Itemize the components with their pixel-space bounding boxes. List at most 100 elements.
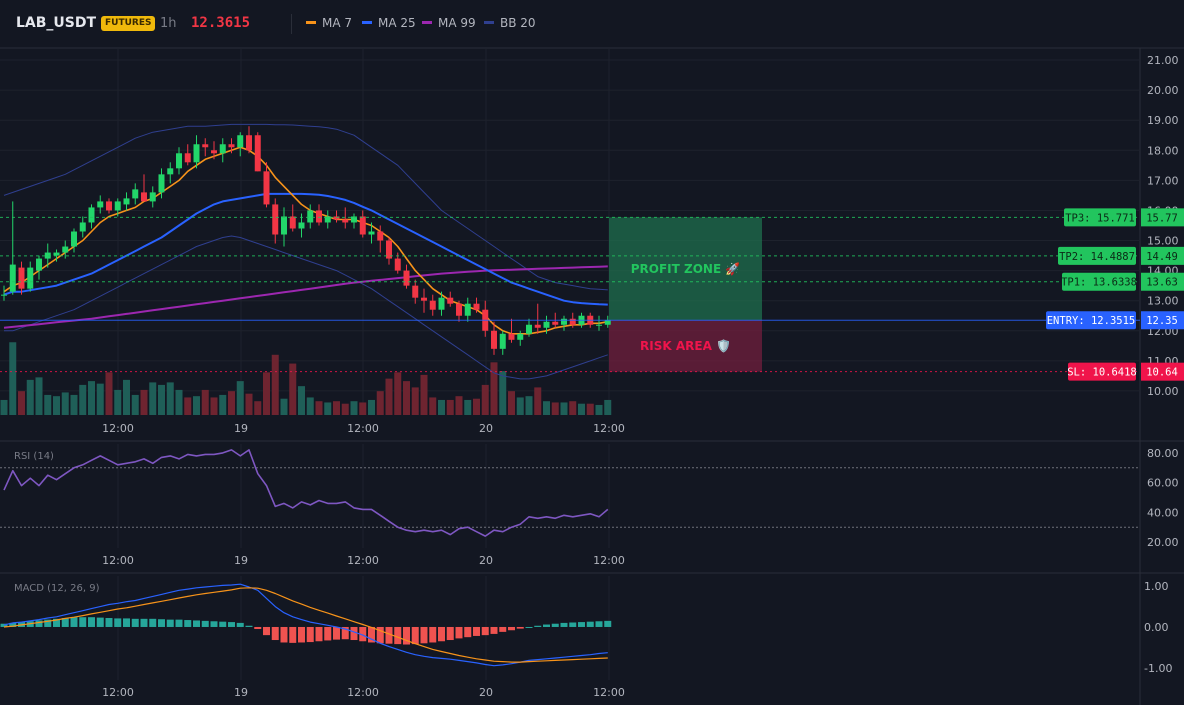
volume-bar xyxy=(525,396,533,415)
sl-label-box xyxy=(1068,362,1136,381)
macd-histogram-bar xyxy=(551,623,559,627)
macd-histogram-bar xyxy=(210,621,218,627)
ma25-swatch xyxy=(362,21,372,24)
price-tags[interactable]: TP3: 15.771 15.77 TP2: 14.4887 14.49 TP1: 13… xyxy=(1046,208,1184,381)
volume-bar xyxy=(341,403,349,415)
legend-ma99[interactable]: MA 99 xyxy=(422,16,476,30)
candle-body xyxy=(246,135,252,151)
volume-bar xyxy=(455,396,463,415)
chart-header: LAB_USDT FUTURES 1h 12.3615 MA 7 MA 25 M… xyxy=(0,0,1184,48)
tp2-axis-label: 14.49 xyxy=(1146,251,1178,263)
candle-body xyxy=(368,231,375,235)
moving-averages xyxy=(3,146,608,335)
macd-histogram-bar xyxy=(586,621,594,627)
tp1-label: TP1: 13.6338 xyxy=(1061,277,1137,289)
volume-bar xyxy=(210,397,218,415)
legend-ma25-label: MA 25 xyxy=(378,16,416,30)
candle-body xyxy=(491,330,497,349)
candle-body xyxy=(569,318,576,325)
symbol-name[interactable]: LAB_USDT xyxy=(16,15,97,31)
volume-bar xyxy=(201,389,209,415)
volume-bar xyxy=(61,392,69,415)
macd-histogram-bar xyxy=(79,617,87,627)
volume-bar xyxy=(464,399,472,415)
candlesticks[interactable] xyxy=(1,126,611,355)
volume-bar xyxy=(438,399,445,415)
volume-bar xyxy=(394,372,402,415)
time-tick-label: 12:00 xyxy=(593,422,625,435)
candle-body xyxy=(71,231,77,247)
volume-bar xyxy=(140,389,148,415)
macd-histogram-bar xyxy=(280,626,288,643)
rsi-tick-label: 80.00 xyxy=(1147,447,1179,460)
price-tick-label: 20.00 xyxy=(1147,84,1179,97)
volume-bar xyxy=(534,387,542,415)
price-tick-label: 19.00 xyxy=(1147,114,1179,127)
tp3-axis-label: 15.77 xyxy=(1146,212,1178,224)
volume-bar xyxy=(368,399,375,415)
volume-bar xyxy=(481,384,489,415)
macd-histogram-bar xyxy=(508,626,515,631)
bollinger-bands xyxy=(3,123,608,380)
volume-bar xyxy=(376,391,384,415)
time-tick-label: 12:00 xyxy=(347,554,379,567)
macd-histogram-bar xyxy=(245,625,253,627)
candle-body xyxy=(298,222,305,229)
legend-bb20[interactable]: BB 20 xyxy=(484,16,536,30)
volume-bar xyxy=(324,402,332,415)
price-tick-label: 21.00 xyxy=(1147,54,1179,67)
volume-bar xyxy=(280,398,288,415)
time-tick-label: 19 xyxy=(234,554,248,567)
tp3-label-box xyxy=(1064,208,1136,227)
risk-area-label: RISK AREA 🛡️ xyxy=(640,339,731,353)
macd-histogram-bar xyxy=(70,617,78,627)
volume-bar xyxy=(53,396,60,415)
volume-bar xyxy=(254,401,262,415)
volume-bar xyxy=(508,391,515,415)
candle-body xyxy=(421,297,427,301)
macd-histogram-bar xyxy=(0,623,8,627)
volume-bar xyxy=(9,342,17,415)
time-tick-label: 20 xyxy=(479,686,493,699)
volume-bar xyxy=(403,381,410,415)
volume-bar xyxy=(123,379,130,415)
volume-bar xyxy=(184,397,192,415)
candle-body xyxy=(27,267,34,289)
ma7-swatch xyxy=(306,21,316,24)
macd-histogram-bar xyxy=(166,619,174,627)
macd-tick-label: -1.00 xyxy=(1144,662,1172,675)
candle-body xyxy=(604,319,611,325)
macd-histogram-bar xyxy=(543,624,550,627)
legend-ma7[interactable]: MA 7 xyxy=(306,16,352,30)
candle-body xyxy=(53,252,60,256)
candle-body xyxy=(106,201,112,211)
macd-histogram-bar xyxy=(376,626,384,644)
candle-body xyxy=(193,144,200,163)
volume-bar xyxy=(298,386,305,415)
tp3-label: TP3: 15.771 xyxy=(1065,212,1135,224)
futures-badge: FUTURES xyxy=(101,16,156,31)
legend-ma25[interactable]: MA 25 xyxy=(362,16,416,30)
volume-bar xyxy=(490,362,498,415)
candle-body xyxy=(316,210,322,223)
candle-body xyxy=(263,171,270,205)
volume-bar xyxy=(446,399,454,415)
volume-bar xyxy=(263,372,270,415)
entry-axis-box xyxy=(1141,311,1184,330)
ma25-line xyxy=(3,192,608,306)
volume-bar xyxy=(411,387,419,415)
candle-body xyxy=(508,333,515,340)
ma99-swatch xyxy=(422,21,432,24)
volume-bar xyxy=(429,397,437,415)
volume-bar xyxy=(569,401,577,415)
timeframe-label[interactable]: 1h xyxy=(160,16,177,31)
time-tick-label: 19 xyxy=(234,422,248,435)
time-tick-label: 20 xyxy=(479,554,493,567)
volume-bar xyxy=(551,402,559,415)
candle-body xyxy=(307,210,314,223)
macd-histogram-bar xyxy=(481,626,489,636)
macd-histogram-bar xyxy=(88,617,95,627)
ma7-line xyxy=(3,146,608,335)
candle-body xyxy=(219,144,226,154)
